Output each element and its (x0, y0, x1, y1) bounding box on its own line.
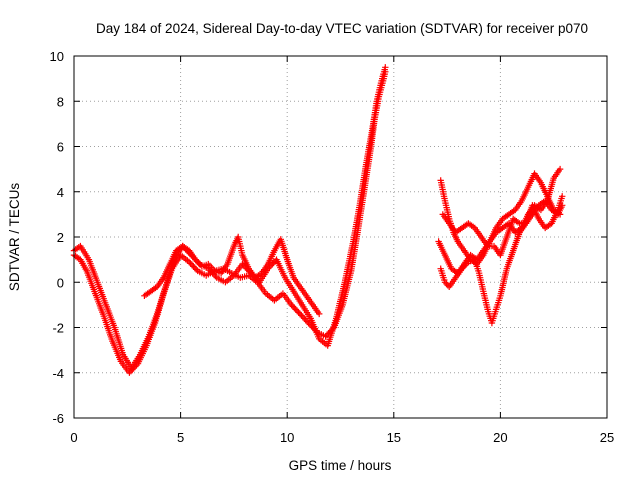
data-point (288, 301, 295, 309)
data-point (296, 310, 304, 318)
x-tick-label: 25 (600, 430, 614, 445)
data-point (295, 309, 302, 316)
data-point (185, 258, 193, 266)
y-tick-label: 6 (57, 140, 64, 155)
y-tick-label: 0 (57, 275, 64, 290)
series-track-a (70, 68, 389, 376)
data-point (382, 64, 389, 71)
data-point (190, 263, 197, 270)
plot-frame (73, 55, 608, 419)
y-axis-label: SDTVAR / TECUs (7, 183, 22, 292)
x-tick-label: 20 (493, 430, 507, 445)
data-point (289, 303, 297, 310)
y-tick-label: -4 (52, 366, 64, 381)
y-tick-label: -6 (52, 411, 64, 426)
chart-title: Day 184 of 2024, Sidereal Day-to-day VTE… (96, 21, 588, 36)
y-tick-label: 8 (57, 94, 64, 109)
data-point (187, 260, 194, 267)
data-point (193, 266, 200, 273)
x-tick-label: 0 (70, 430, 77, 445)
data-point (188, 261, 196, 269)
series-track-g (437, 197, 566, 327)
data-point (303, 318, 311, 325)
data-point (559, 193, 566, 200)
x-tick-label: 5 (177, 430, 184, 445)
x-tick-label: 10 (280, 430, 294, 445)
data-point (299, 313, 306, 321)
data-point (293, 307, 301, 315)
x-tick-label: 15 (387, 430, 401, 445)
data-point (443, 280, 450, 287)
data-points (70, 64, 566, 376)
data-point (316, 310, 323, 318)
data-point (292, 306, 299, 313)
x-axis-label: GPS time / hours (289, 458, 392, 473)
series-track-b (70, 64, 389, 372)
y-tick-label: 2 (57, 230, 64, 245)
y-tick-label: -2 (52, 321, 64, 336)
data-point (210, 271, 218, 278)
data-point (291, 304, 298, 312)
data-point (212, 273, 219, 280)
data-point (556, 165, 564, 173)
grid-lines (74, 56, 607, 418)
series-track-c (141, 233, 323, 318)
y-tick-label: 10 (50, 49, 64, 64)
y-tick-label: 4 (57, 185, 64, 200)
axis-ticks (73, 55, 608, 419)
tick-labels: 0 5 10 15 20 25 -6 -4 -2 0 2 4 6 8 10 (50, 49, 615, 445)
data-point (302, 316, 309, 324)
data-point (298, 312, 305, 319)
data-point (559, 202, 566, 209)
data-point (191, 264, 198, 272)
